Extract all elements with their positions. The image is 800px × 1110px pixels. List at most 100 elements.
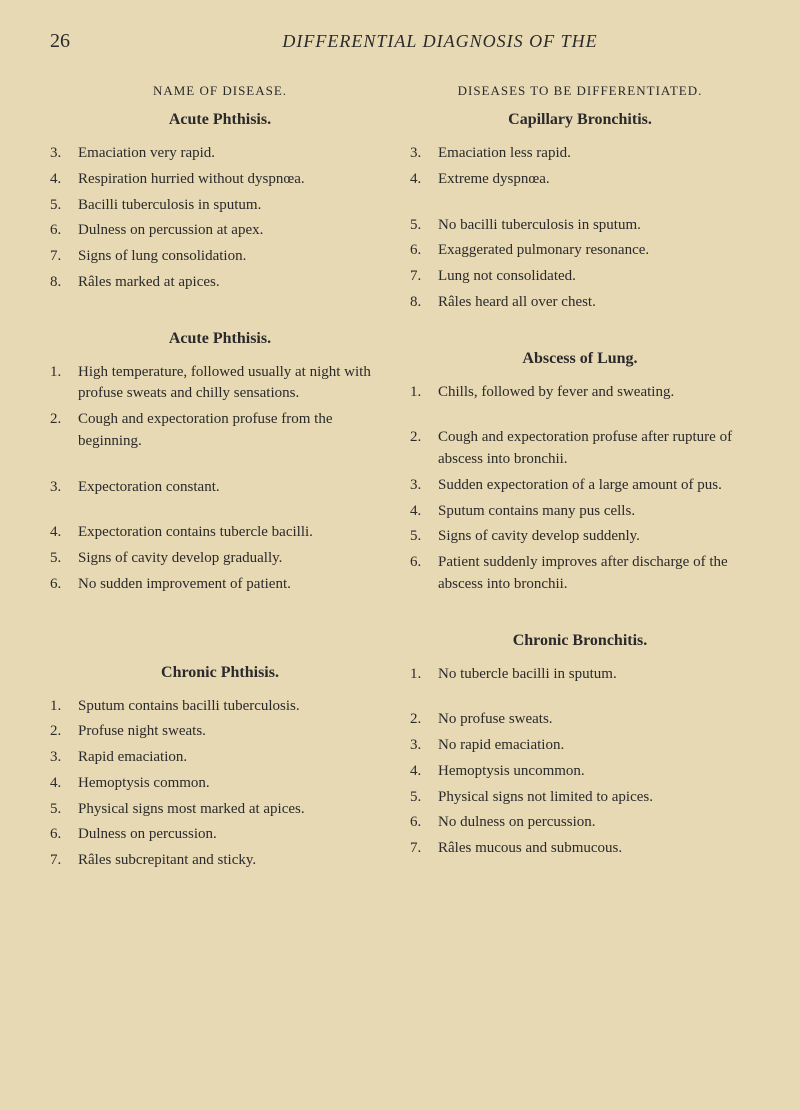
item-number: 3. <box>50 747 70 769</box>
list-item: 3.Emaciation very rapid. <box>50 143 390 165</box>
list-item: 2.Cough and expectoration profuse from t… <box>50 409 390 453</box>
list-item: 6.Exaggerated pulmonary resonance. <box>410 240 750 262</box>
item-number: 3. <box>50 143 70 165</box>
list-item: 5.Signs of cavity develop suddenly. <box>410 526 750 548</box>
item-text: Emaciation less rapid. <box>434 143 750 165</box>
section3-left-list: 1.Sputum contains bacilli tuberculosis.2… <box>50 696 390 872</box>
item-number: 5. <box>50 799 70 821</box>
item-text: Cough and expectoration profuse after ru… <box>434 427 750 471</box>
item-text: Râles mucous and submucous. <box>434 838 750 860</box>
item-number: 1. <box>50 696 70 718</box>
item-text: Physical signs not limited to apices. <box>434 787 750 809</box>
item-text: Signs of lung consolidation. <box>74 246 390 268</box>
item-text: No tubercle bacilli in sputum. <box>434 664 750 686</box>
section1-left-heading: Acute Phthisis. <box>50 111 390 129</box>
list-item: 4.Sputum contains many pus cells. <box>410 501 750 523</box>
item-number: 4. <box>50 773 70 795</box>
list-item: 3.Expectoration constant. <box>50 477 390 499</box>
item-number: 3. <box>410 143 430 165</box>
list-item: 4.Hemoptysis common. <box>50 773 390 795</box>
item-number: 2. <box>50 409 70 453</box>
list-item: 5.Physical signs not limited to apices. <box>410 787 750 809</box>
list-item: 3.Emaciation less rapid. <box>410 143 750 165</box>
item-number: 7. <box>410 838 430 860</box>
list-item: 4.Hemoptysis uncommon. <box>410 761 750 783</box>
item-number: 4. <box>410 169 430 191</box>
item-number: 8. <box>50 272 70 294</box>
item-text: Cough and expectoration profuse from the… <box>74 409 390 453</box>
item-text: No bacilli tuberculosis in sputum. <box>434 215 750 237</box>
item-number: 5. <box>50 548 70 570</box>
list-item: 7.Signs of lung consolidation. <box>50 246 390 268</box>
item-text: Emaciation very rapid. <box>74 143 390 165</box>
list-item: 2.No profuse sweats. <box>410 709 750 731</box>
item-text: Expectoration contains tubercle bacilli. <box>74 522 390 544</box>
section2-right-heading: Abscess of Lung. <box>410 350 750 368</box>
item-text: Hemoptysis common. <box>74 773 390 795</box>
list-item: 6.No dulness on percussion. <box>410 812 750 834</box>
list-item: 6.Dulness on percussion at apex. <box>50 220 390 242</box>
list-item: 8.Râles marked at apices. <box>50 272 390 294</box>
item-number: 3. <box>410 735 430 757</box>
item-text: Signs of cavity develop suddenly. <box>434 526 750 548</box>
list-item: 4.Respiration hurried without dyspnœa. <box>50 169 390 191</box>
item-text: Physical signs most marked at apices. <box>74 799 390 821</box>
item-number: 4. <box>410 761 430 783</box>
item-text: Râles subcrepitant and sticky. <box>74 850 390 872</box>
list-item: 7.Lung not consolidated. <box>410 266 750 288</box>
item-text: Sputum contains many pus cells. <box>434 501 750 523</box>
section1-left-list: 3.Emaciation very rapid. 4.Respiration hu… <box>50 143 390 294</box>
item-number: 7. <box>50 246 70 268</box>
list-item: 3.No rapid emaciation. <box>410 735 750 757</box>
right-column-header: DISEASES TO BE DIFFERENTIATED. <box>410 83 750 99</box>
section3-left-heading: Chronic Phthisis. <box>50 664 390 682</box>
item-number: 3. <box>410 475 430 497</box>
item-number: 1. <box>410 664 430 686</box>
page-number: 26 <box>50 30 70 53</box>
list-item: 3.Rapid emaciation. <box>50 747 390 769</box>
item-number: 6. <box>410 812 430 834</box>
item-number: 8. <box>410 292 430 314</box>
item-text: No dulness on percussion. <box>434 812 750 834</box>
section3-right-list: 1.No tubercle bacilli in sputum. 2.No pro… <box>410 664 750 860</box>
item-number: 6. <box>50 574 70 596</box>
left-column: NAME OF DISEASE. Acute Phthisis. 3.Emaci… <box>50 83 390 876</box>
list-item: 7.Râles mucous and submucous. <box>410 838 750 860</box>
item-number: 5. <box>50 195 70 217</box>
list-item: 7.Râles subcrepitant and sticky. <box>50 850 390 872</box>
item-number: 6. <box>50 220 70 242</box>
item-text: Hemoptysis uncommon. <box>434 761 750 783</box>
list-item: 5.No bacilli tuberculosis in sputum. <box>410 215 750 237</box>
item-text: Exaggerated pulmonary resonance. <box>434 240 750 262</box>
item-number: 4. <box>50 169 70 191</box>
list-item: 1.Chills, followed by fever and sweating… <box>410 382 750 404</box>
item-text: Râles heard all over chest. <box>434 292 750 314</box>
item-text: Sputum contains bacilli tuberculosis. <box>74 696 390 718</box>
item-text: No profuse sweats. <box>434 709 750 731</box>
item-number: 4. <box>50 522 70 544</box>
list-item: 4.Extreme dyspnœa. <box>410 169 750 191</box>
list-item: 1.High temperature, followed usually at … <box>50 362 390 406</box>
item-number: 1. <box>410 382 430 404</box>
page-title: DIFFERENTIAL DIAGNOSIS OF THE <box>130 31 750 52</box>
item-number: 6. <box>410 552 430 596</box>
right-column: DISEASES TO BE DIFFERENTIATED. Capillary… <box>410 83 750 876</box>
list-item: 2.Profuse night sweats. <box>50 721 390 743</box>
item-text: Profuse night sweats. <box>74 721 390 743</box>
item-text: No sudden improvement of patient. <box>74 574 390 596</box>
list-item: 5.Signs of cavity develop gradually. <box>50 548 390 570</box>
section3-right-heading: Chronic Bronchitis. <box>410 632 750 650</box>
item-text: No rapid emaciation. <box>434 735 750 757</box>
item-number: 2. <box>410 709 430 731</box>
item-number: 5. <box>410 215 430 237</box>
item-number: 6. <box>410 240 430 262</box>
item-number: 2. <box>50 721 70 743</box>
page-header: 26 DIFFERENTIAL DIAGNOSIS OF THE <box>50 30 750 53</box>
item-text: Expectoration constant. <box>74 477 390 499</box>
item-text: Râles marked at apices. <box>74 272 390 294</box>
item-text: Dulness on percussion at apex. <box>74 220 390 242</box>
item-number: 7. <box>410 266 430 288</box>
list-item: 6.Patient suddenly improves after discha… <box>410 552 750 596</box>
item-text: Bacilli tuberculosis in sputum. <box>74 195 390 217</box>
list-item: 4.Expectoration contains tubercle bacill… <box>50 522 390 544</box>
